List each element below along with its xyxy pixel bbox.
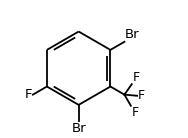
Text: F: F [24, 88, 32, 101]
Text: Br: Br [125, 28, 140, 41]
Text: F: F [131, 106, 139, 119]
Text: Br: Br [71, 122, 86, 135]
Text: F: F [132, 71, 139, 84]
Text: F: F [138, 89, 145, 102]
